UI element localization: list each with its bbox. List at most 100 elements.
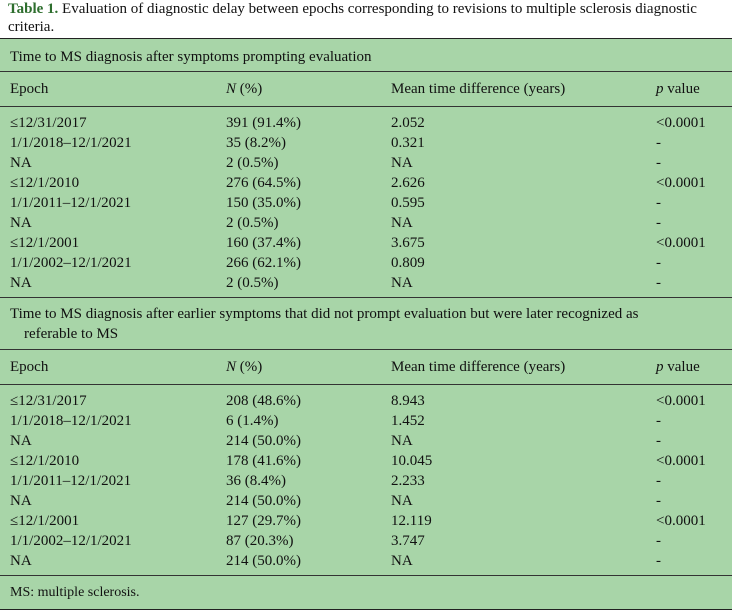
cell-n: 214 (50.0%) bbox=[226, 433, 301, 449]
header-mean: Mean time difference (years) bbox=[391, 359, 566, 375]
cell-mean: 12.119 bbox=[391, 513, 432, 529]
cell-epoch: ≤12/1/2001 bbox=[10, 513, 80, 529]
header-n: N (%) bbox=[216, 350, 381, 384]
table-header: Epoch N (%) Mean time difference (years)… bbox=[0, 350, 732, 385]
cell-mean: 1.452 bbox=[391, 413, 425, 429]
rows-section-1: ≤12/31/2017 391 (91.4%) 2.052 <0.0001 1/1/2… bbox=[0, 107, 732, 297]
cell-p: - bbox=[656, 413, 661, 429]
cell-n: 178 (41.6%) bbox=[226, 453, 301, 469]
cell-p: - bbox=[656, 275, 661, 291]
cell-epoch: ≤12/1/2010 bbox=[10, 175, 80, 191]
table-row: NA 214 (50.0%) NA - bbox=[0, 491, 732, 511]
cell-p: - bbox=[656, 155, 661, 171]
header-n-symbol: N bbox=[226, 359, 237, 375]
cell-epoch: ≤12/31/2017 bbox=[10, 393, 87, 409]
cell-mean: NA bbox=[391, 155, 413, 171]
header-p: p value bbox=[656, 350, 732, 384]
table-row: ≤12/31/2017 208 (48.6%) 8.943 <0.0001 bbox=[0, 391, 732, 411]
cell-n: 214 (50.0%) bbox=[226, 493, 301, 509]
cell-epoch: NA bbox=[10, 155, 32, 171]
table-caption: Table 1. Evaluation of diagnostic delay … bbox=[0, 0, 732, 38]
cell-n: 87 (20.3%) bbox=[226, 533, 294, 549]
cell-p: - bbox=[656, 473, 661, 489]
table-row: 1/1/2018–12/1/2021 6 (1.4%) 1.452 - bbox=[0, 411, 732, 431]
cell-n: 208 (48.6%) bbox=[226, 393, 301, 409]
section-title: Time to MS diagnosis after earlier sympt… bbox=[0, 298, 732, 350]
cell-n: 6 (1.4%) bbox=[226, 413, 279, 429]
cell-mean: 2.626 bbox=[391, 175, 425, 191]
cell-epoch: 1/1/2018–12/1/2021 bbox=[10, 413, 132, 429]
cell-p: - bbox=[656, 553, 661, 569]
cell-p: - bbox=[656, 493, 661, 509]
header-mean: Mean time difference (years) bbox=[391, 81, 566, 97]
section-title-text: Time to MS diagnosis after earlier sympt… bbox=[10, 306, 639, 322]
cell-epoch: ≤12/31/2017 bbox=[10, 115, 87, 131]
cell-n: 276 (64.5%) bbox=[226, 175, 301, 191]
table-row: NA 2 (0.5%) NA - bbox=[0, 213, 732, 233]
cell-epoch: NA bbox=[10, 275, 32, 291]
cell-mean: NA bbox=[391, 433, 413, 449]
cell-epoch: 1/1/2018–12/1/2021 bbox=[10, 135, 132, 151]
cell-p: - bbox=[656, 255, 661, 271]
cell-p: <0.0001 bbox=[656, 393, 706, 409]
cell-epoch: 1/1/2002–12/1/2021 bbox=[10, 255, 132, 271]
header-p-symbol: p bbox=[656, 81, 664, 97]
cell-epoch: ≤12/1/2010 bbox=[10, 453, 80, 469]
cell-mean: 0.321 bbox=[391, 135, 425, 151]
header-n-suffix: (%) bbox=[236, 81, 263, 97]
cell-epoch: NA bbox=[10, 493, 32, 509]
table-row: ≤12/1/2001 127 (29.7%) 12.119 <0.0001 bbox=[0, 511, 732, 531]
cell-mean: 2.233 bbox=[391, 473, 425, 489]
table-row: ≤12/31/2017 391 (91.4%) 2.052 <0.0001 bbox=[0, 113, 732, 133]
table-header: Epoch N (%) Mean time difference (years)… bbox=[0, 72, 732, 107]
cell-n: 2 (0.5%) bbox=[226, 275, 279, 291]
cell-epoch: ≤12/1/2001 bbox=[10, 235, 80, 251]
header-n: N (%) bbox=[216, 72, 381, 106]
header-p-suffix: value bbox=[663, 359, 700, 375]
cell-mean: 3.747 bbox=[391, 533, 425, 549]
header-n-symbol: N bbox=[226, 81, 237, 97]
cell-p: - bbox=[656, 135, 661, 151]
cell-mean: NA bbox=[391, 215, 413, 231]
cell-epoch: 1/1/2011–12/1/2021 bbox=[10, 473, 132, 489]
header-p-symbol: p bbox=[656, 359, 664, 375]
section-2: Time to MS diagnosis after earlier sympt… bbox=[0, 297, 732, 575]
cell-mean: 0.809 bbox=[391, 255, 425, 271]
table-footnote: MS: multiple sclerosis. bbox=[0, 575, 732, 610]
cell-epoch: NA bbox=[10, 553, 32, 569]
table-row: ≤12/1/2010 276 (64.5%) 2.626 <0.0001 bbox=[0, 173, 732, 193]
rows-section-2: ≤12/31/2017 208 (48.6%) 8.943 <0.0001 1/1/2… bbox=[0, 385, 732, 575]
cell-p: - bbox=[656, 215, 661, 231]
section-title-continuation: referable to MS bbox=[24, 326, 119, 342]
cell-p: <0.0001 bbox=[656, 115, 706, 131]
cell-mean: NA bbox=[391, 553, 413, 569]
section-title: Time to MS diagnosis after symptoms prom… bbox=[0, 39, 732, 72]
cell-n: 36 (8.4%) bbox=[226, 473, 286, 489]
cell-p: <0.0001 bbox=[656, 235, 706, 251]
table-row: ≤12/1/2010 178 (41.6%) 10.045 <0.0001 bbox=[0, 451, 732, 471]
table-row: NA 2 (0.5%) NA - bbox=[0, 153, 732, 173]
cell-epoch: 1/1/2011–12/1/2021 bbox=[10, 195, 132, 211]
cell-n: 214 (50.0%) bbox=[226, 553, 301, 569]
cell-epoch: NA bbox=[10, 215, 32, 231]
cell-mean: 10.045 bbox=[391, 453, 433, 469]
table-row: ≤12/1/2001 160 (37.4%) 3.675 <0.0001 bbox=[0, 233, 732, 253]
cell-n: 160 (37.4%) bbox=[226, 235, 301, 251]
table-label: Table 1. bbox=[8, 1, 59, 17]
header-n-suffix: (%) bbox=[236, 359, 263, 375]
cell-p: - bbox=[656, 195, 661, 211]
table-row: 1/1/2011–12/1/2021 36 (8.4%) 2.233 - bbox=[0, 471, 732, 491]
section-1: Time to MS diagnosis after symptoms prom… bbox=[0, 39, 732, 297]
cell-p: - bbox=[656, 433, 661, 449]
table-row: NA 2 (0.5%) NA - bbox=[0, 273, 732, 293]
data-table: Time to MS diagnosis after symptoms prom… bbox=[0, 38, 732, 610]
cell-mean: 8.943 bbox=[391, 393, 425, 409]
cell-n: 35 (8.2%) bbox=[226, 135, 286, 151]
cell-p: <0.0001 bbox=[656, 453, 706, 469]
table-row: 1/1/2002–12/1/2021 266 (62.1%) 0.809 - bbox=[0, 253, 732, 273]
cell-epoch: NA bbox=[10, 433, 32, 449]
table-row: 1/1/2011–12/1/2021 150 (35.0%) 0.595 - bbox=[0, 193, 732, 213]
cell-p: <0.0001 bbox=[656, 175, 706, 191]
header-p-suffix: value bbox=[663, 81, 700, 97]
cell-p: - bbox=[656, 533, 661, 549]
